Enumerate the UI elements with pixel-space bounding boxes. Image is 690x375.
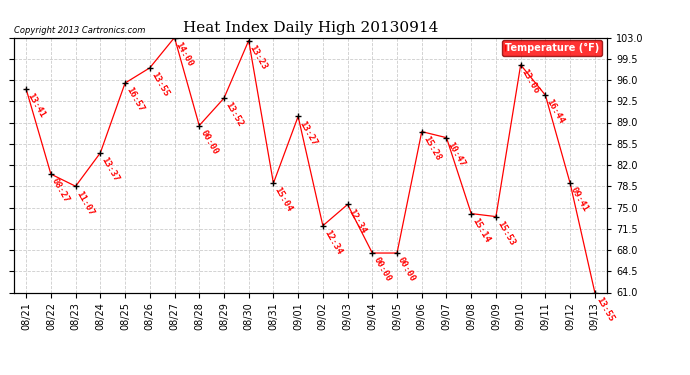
- Text: 13:23: 13:23: [248, 44, 269, 71]
- Text: 12:34: 12:34: [347, 207, 368, 235]
- Text: 08:27: 08:27: [50, 177, 71, 205]
- Text: 13:55: 13:55: [594, 295, 615, 323]
- Text: 12:34: 12:34: [322, 228, 343, 256]
- Text: 15:28: 15:28: [421, 134, 442, 162]
- Text: 16:57: 16:57: [124, 86, 146, 114]
- Text: 09:41: 09:41: [569, 186, 591, 214]
- Text: 13:27: 13:27: [297, 119, 319, 147]
- Text: 15:04: 15:04: [273, 186, 294, 214]
- Text: Copyright 2013 Cartronics.com: Copyright 2013 Cartronics.com: [14, 26, 145, 35]
- Text: 13:37: 13:37: [99, 156, 121, 183]
- Text: 00:00: 00:00: [371, 256, 393, 284]
- Text: 13:52: 13:52: [223, 101, 244, 129]
- Text: 15:14: 15:14: [471, 216, 491, 244]
- Text: 14:00: 14:00: [174, 40, 195, 68]
- Text: 11:07: 11:07: [75, 189, 96, 217]
- Text: 13:06: 13:06: [520, 68, 541, 95]
- Text: 00:00: 00:00: [199, 128, 219, 156]
- Title: Heat Index Daily High 20130914: Heat Index Daily High 20130914: [183, 21, 438, 35]
- Text: 15:53: 15:53: [495, 219, 516, 247]
- Text: 00:00: 00:00: [396, 256, 417, 284]
- Text: 13:55: 13:55: [149, 70, 170, 98]
- Text: 13:41: 13:41: [26, 92, 46, 120]
- Legend: Temperature (°F): Temperature (°F): [502, 40, 602, 56]
- Text: 10:47: 10:47: [446, 141, 467, 168]
- Text: 16:44: 16:44: [544, 98, 566, 126]
